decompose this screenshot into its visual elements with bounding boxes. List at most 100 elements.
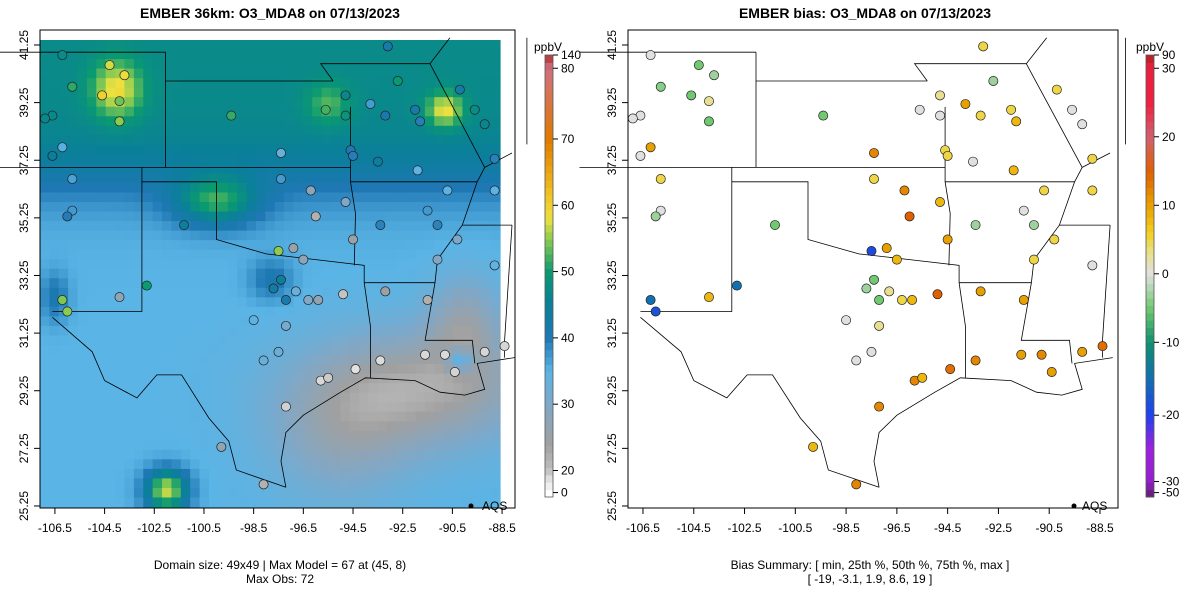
model-grid-cell [396,154,407,165]
model-grid-cell [40,68,50,79]
model-grid-cell [321,297,332,308]
model-grid-cell [359,116,370,127]
model-grid-cell [246,468,257,480]
model-grid-cell [190,163,201,175]
model-grid-cell [443,344,454,356]
model-grid-cell [133,163,144,175]
model-grid-cell [453,402,464,413]
model-grid-cell [40,440,50,451]
model-grid-cell [96,344,107,356]
model-grid-cell [387,411,398,422]
model-grid-cell [396,97,407,108]
model-grid-cell [359,430,370,441]
model-grid-cell [77,211,88,222]
model-grid-cell [265,163,276,175]
model-grid-cell [255,344,266,356]
model-grid-cell [349,40,360,51]
model-grid-cell [49,468,60,480]
model-grid-cell [190,182,201,194]
model-grid-cell [331,268,342,279]
model-grid-cell [490,125,501,136]
model-grid-cell [462,487,473,499]
model-grid-cell [40,402,50,413]
model-grid-cell [387,125,398,136]
model-grid-cell [340,278,351,289]
colorbar-segment [1146,150,1154,159]
model-grid-cell [406,268,417,279]
model-grid-cell [396,278,407,289]
lon-tick-label: -104.5 [677,521,711,535]
model-grid-cell [115,487,126,499]
model-grid-cell [199,497,210,508]
colorbar-segment [545,224,553,233]
model-grid-cell [471,230,482,241]
model-grid-cell [368,221,379,232]
model-grid-cell [143,182,154,194]
right-legend-aqs: AQS [1082,499,1107,513]
model-grid-cell [265,59,276,70]
model-grid-cell [162,230,173,241]
model-grid-cell [331,49,342,60]
model-grid-cell [96,68,107,79]
model-grid-cell [424,449,435,460]
model-grid-cell [68,144,79,155]
model-grid-cell [199,125,210,136]
model-grid-cell [312,173,323,184]
model-grid-cell [180,49,191,60]
model-grid-cell [359,221,370,232]
model-grid-cell [312,87,323,98]
model-grid-cell [396,106,407,117]
model-grid-cell [265,192,276,203]
lon-tick-label: -98.5 [240,521,268,535]
model-grid-cell [40,49,50,60]
model-grid-cell [40,202,50,213]
model-grid-cell [246,383,257,394]
model-grid-cell [105,87,116,98]
model-grid-cell [302,402,313,413]
model-grid-cell [133,106,144,117]
model-grid-cell [237,411,248,422]
model-grid-cell [237,259,248,270]
model-grid-cell [302,211,313,222]
model-grid-cell [96,392,107,403]
model-grid-cell [293,240,304,251]
model-grid-cell [255,230,266,241]
model-grid-cell [133,192,144,203]
model-grid-cell [387,249,398,260]
model-grid-cell [86,421,97,432]
model-grid-cell [246,411,257,422]
model-grid-cell [424,154,435,165]
model-grid-cell [471,87,482,98]
model-grid-cell [171,154,182,165]
model-grid-cell [152,440,163,451]
model-grid-cell [293,459,304,470]
model-grid-cell [115,40,126,51]
model-grid-cell [199,163,210,175]
model-grid-cell [246,449,257,460]
model-grid-cell [171,402,182,413]
aqs-station-marker [67,174,78,184]
model-grid-cell [105,421,116,432]
model-grid-cell [208,173,219,184]
model-grid-cell [218,173,229,184]
model-grid-cell [481,373,492,384]
model-grid-cell [171,497,182,508]
model-grid-cell [68,468,79,480]
aqs-station-marker [276,174,286,184]
model-grid-cell [246,144,257,155]
model-grid-cell [274,421,285,432]
model-grid-cell [349,421,360,432]
aqs-station-marker [305,185,316,196]
model-grid-cell [331,116,342,127]
model-grid-cell [377,430,388,441]
model-grid-cell [471,316,482,327]
lon-tick-label: -100.5 [778,521,812,535]
model-grid-cell [133,364,144,375]
model-grid-cell [152,87,163,98]
model-grid-cell [208,354,219,365]
model-grid-cell [321,306,332,317]
model-grid-cell [265,78,276,89]
model-grid-cell [68,459,79,470]
model-grid-cell [434,478,445,489]
